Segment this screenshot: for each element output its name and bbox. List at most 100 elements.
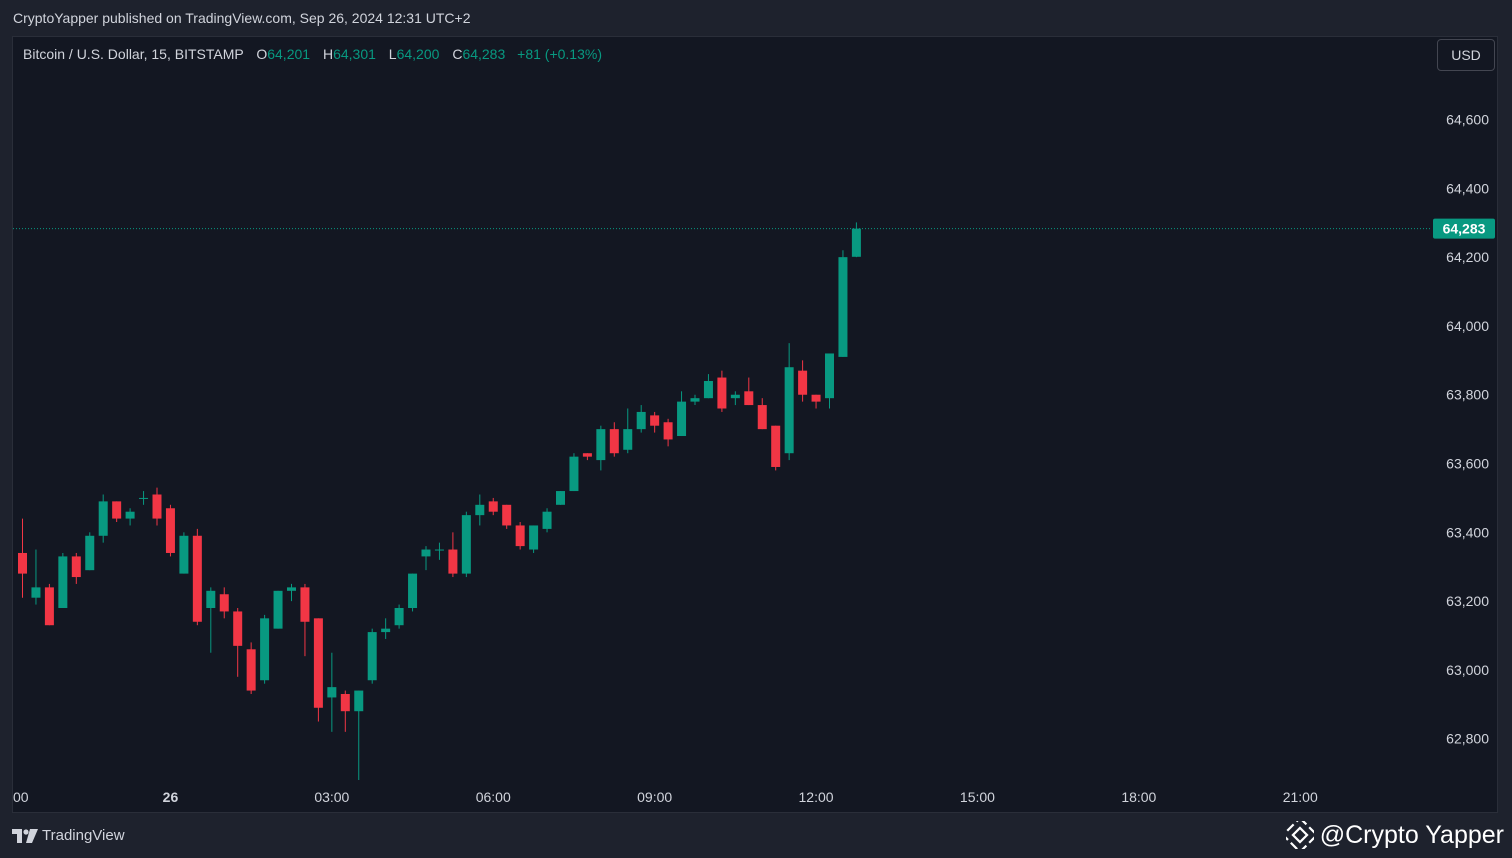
candle-body: [192, 535, 202, 622]
candle: [71, 552, 81, 584]
candle-body: [582, 453, 592, 457]
candle-body: [838, 257, 848, 357]
candle: [31, 549, 41, 605]
candle-body: [596, 429, 606, 461]
candle-body: [690, 398, 700, 402]
candle-body: [273, 590, 283, 629]
y-tick-label: 64,600: [1446, 112, 1489, 128]
candle: [219, 587, 229, 619]
candle-body: [327, 687, 337, 698]
candle-body: [798, 370, 808, 395]
candle-body: [757, 405, 767, 430]
currency-button[interactable]: USD: [1437, 39, 1495, 71]
symbol-legend: Bitcoin / U.S. Dollar, 15, BITSTAMP O64,…: [23, 44, 602, 64]
candle-body: [206, 590, 216, 609]
candle: [394, 604, 404, 629]
candle: [381, 618, 391, 639]
candle: [730, 391, 740, 406]
candle-body: [421, 549, 431, 557]
candle-body: [31, 587, 41, 598]
candle-body: [556, 491, 565, 505]
candle-body: [179, 535, 189, 574]
candle-body: [71, 556, 81, 578]
candle: [408, 573, 418, 612]
x-tick-label: 03:00: [314, 789, 349, 805]
open-value: 64,201: [267, 46, 311, 62]
candle-body: [811, 394, 821, 402]
candle: [152, 487, 162, 526]
candle: [192, 528, 202, 626]
candle: [784, 343, 794, 461]
candle: [112, 501, 122, 523]
low-label: L: [388, 46, 397, 62]
candle: [825, 353, 834, 409]
candle-body: [287, 587, 296, 591]
candle-body: [246, 649, 256, 691]
binance-logo-icon: [1285, 821, 1314, 849]
last-price-badge: [1433, 218, 1495, 239]
candle: [139, 491, 149, 505]
symbol-name[interactable]: Bitcoin / U.S. Dollar, 15, BITSTAMP: [23, 46, 244, 62]
candle-body: [381, 628, 391, 633]
high-label: H: [322, 46, 334, 62]
candle: [44, 583, 54, 626]
candle-body: [98, 501, 108, 536]
candle-body: [784, 367, 794, 454]
candle: [488, 497, 498, 516]
brand-name: TradingView: [42, 827, 125, 844]
candle-body: [313, 618, 323, 708]
candle-body: [529, 525, 539, 550]
candle-body: [219, 594, 229, 612]
candle: [434, 542, 444, 560]
candle: [838, 250, 848, 357]
candle-body: [825, 353, 834, 399]
candle-body: [260, 618, 270, 681]
x-tick-label: 00: [13, 789, 29, 805]
candle-body: [717, 377, 727, 409]
candle-body: [475, 504, 485, 516]
y-tick-label: 64,000: [1446, 318, 1489, 334]
candle: [556, 491, 565, 505]
candle: [165, 504, 175, 557]
candle-body: [744, 391, 754, 406]
y-tick-label: 63,800: [1446, 387, 1489, 403]
candle-body: [663, 422, 673, 440]
candle: [569, 453, 579, 492]
candle-body: [623, 429, 633, 450]
candle: [596, 425, 606, 471]
candle: [421, 546, 431, 571]
candle-body: [125, 511, 135, 519]
candle: [327, 652, 337, 732]
y-tick-label: 63,400: [1446, 524, 1489, 540]
candle: [125, 508, 135, 526]
candle-body: [569, 456, 579, 492]
candle: [650, 411, 660, 433]
last-price-label: 64,283: [1443, 221, 1486, 237]
candle-body: [730, 394, 740, 399]
candle: [811, 394, 821, 409]
candle-body: [461, 515, 471, 574]
candle: [703, 374, 713, 399]
y-tick-label: 63,000: [1446, 662, 1489, 678]
close-value: 64,283: [462, 46, 506, 62]
candle: [757, 398, 767, 430]
x-tick-label: 15:00: [960, 789, 995, 805]
candle-body: [58, 556, 68, 609]
open-label: O: [256, 46, 268, 62]
candle-body: [488, 501, 498, 512]
candle: [273, 590, 283, 629]
candle-body: [408, 573, 418, 609]
candle: [461, 511, 471, 578]
candle: [354, 690, 364, 780]
candle: [771, 425, 781, 471]
chart-frame[interactable]: [12, 36, 1498, 813]
tradingview-brand[interactable]: TradingView: [12, 826, 125, 846]
candle: [340, 690, 350, 732]
y-tick-label: 63,200: [1446, 593, 1489, 609]
y-tick-label: 63,600: [1446, 456, 1489, 472]
candle: [246, 642, 256, 695]
candle-body: [233, 611, 243, 646]
y-tick-label: 62,800: [1446, 731, 1489, 747]
candle: [300, 583, 310, 657]
